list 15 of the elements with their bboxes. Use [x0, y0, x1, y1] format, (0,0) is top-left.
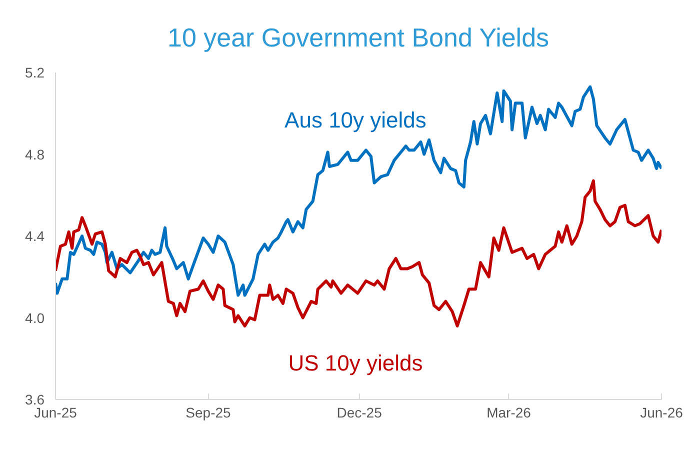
x-tick-label: Jun-26 [640, 404, 684, 420]
x-tick-label: Sep-25 [186, 404, 232, 420]
x-tick-label: Mar-26 [486, 404, 532, 420]
x-tick-label: Jun-25 [34, 404, 78, 420]
y-tick-label: 4.4 [25, 228, 45, 244]
y-tick-label: 4.0 [25, 310, 45, 326]
y-tick-label: 3.6 [25, 392, 45, 408]
chart-title: 10 year Government Bond Yields [167, 22, 550, 52]
series-label: US 10y yields [288, 350, 423, 376]
y-tick-label: 5.2 [25, 64, 45, 80]
line-series [56, 85, 662, 297]
y-tick-label: 4.8 [25, 146, 45, 162]
series-label: Aus 10y yields [284, 107, 426, 132]
x-tick-label: Dec-25 [336, 404, 382, 420]
line-series [56, 179, 662, 328]
